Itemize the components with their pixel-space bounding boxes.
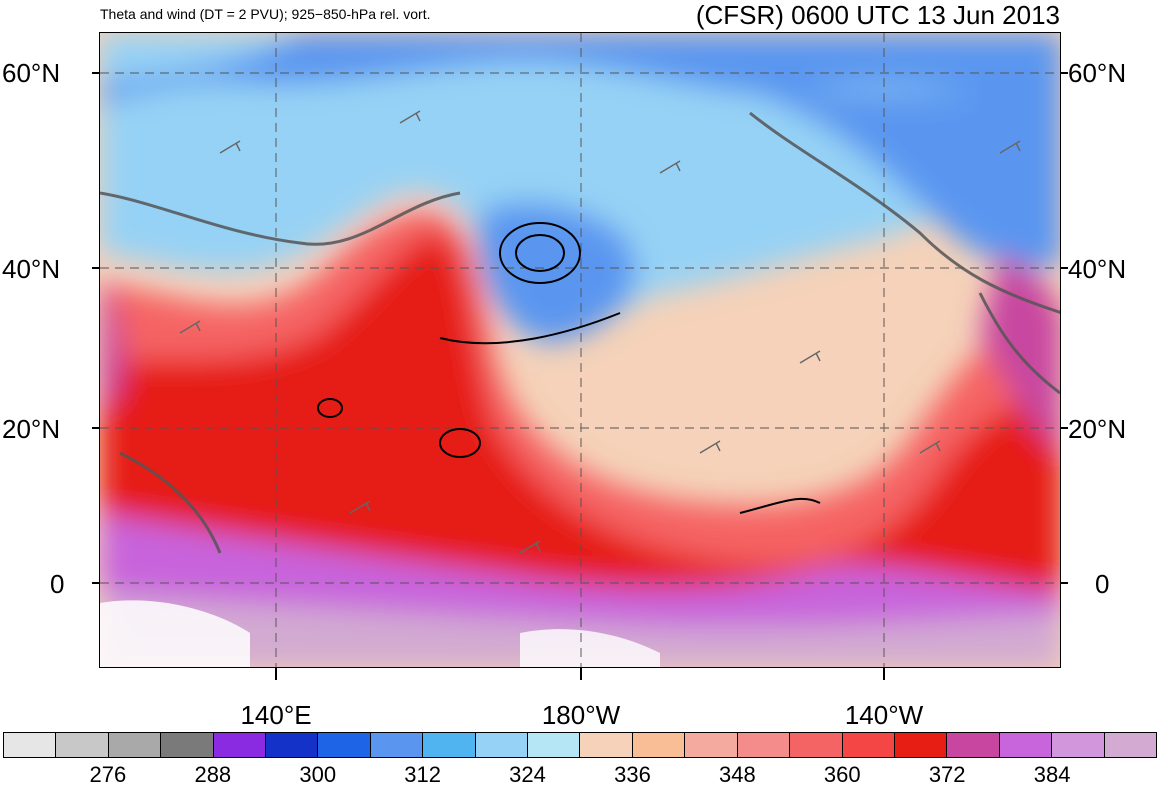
lon-tick (275, 668, 277, 680)
lat-tick (92, 582, 99, 584)
colorbar-box (947, 733, 1000, 757)
colorbar-box (266, 733, 319, 757)
colorbar-box (108, 733, 162, 757)
colorbar-box (318, 733, 371, 757)
colorbar-box (999, 733, 1053, 757)
lat-tick (1061, 267, 1068, 269)
map-description: Theta and wind (DT = 2 PVU); 925−850-hPa… (100, 6, 431, 22)
lon-label: 180°W (541, 700, 621, 730)
colorbar-box (632, 733, 686, 757)
lat-tick (1061, 427, 1068, 429)
lat-label-left: 20°N (2, 414, 61, 444)
colorbar-box (161, 733, 214, 757)
lat-tick (1061, 582, 1068, 584)
colorbar (3, 732, 1157, 758)
lat-tick (92, 72, 99, 74)
colorbar-label: 384 (1033, 762, 1071, 787)
colorbar-box (528, 733, 581, 757)
colorbar-box (790, 733, 843, 757)
colorbar-label: 300 (299, 762, 337, 787)
lat-label-left: 0 (50, 569, 65, 599)
colorbar-box (737, 733, 791, 757)
lat-tick (1061, 72, 1068, 74)
lon-label: 140°E (240, 700, 312, 730)
colorbar-label: 288 (194, 762, 232, 787)
colorbar-box (1104, 733, 1156, 757)
colorbar-label: 324 (509, 762, 546, 787)
colorbar-box (580, 733, 633, 757)
lat-label-right: 60°N (1068, 58, 1127, 88)
lat-label-right: 0 (1095, 569, 1110, 599)
lat-label-right: 20°N (1068, 414, 1127, 444)
colorbar-label: 348 (719, 762, 756, 787)
colorbar-label: 336 (614, 762, 651, 787)
lat-tick (92, 427, 99, 429)
colorbar-box (894, 733, 948, 757)
colorbar-box (56, 733, 109, 757)
colorbar-box (213, 733, 267, 757)
lat-label-right: 40°N (1068, 254, 1127, 284)
lon-tick (883, 668, 885, 680)
colorbar-box (475, 733, 529, 757)
lat-label-left: 40°N (2, 254, 61, 284)
lon-label: 140°W (844, 700, 924, 730)
colorbar-label: 360 (823, 762, 861, 787)
lat-tick (92, 267, 99, 269)
theta-field (100, 33, 1060, 667)
colorbar-box (1052, 733, 1105, 757)
colorbar-box (4, 733, 57, 757)
colorbar-box (842, 733, 895, 757)
colorbar-label: 312 (404, 762, 441, 787)
colorbar-box (685, 733, 738, 757)
colorbar-box (370, 733, 424, 757)
map-title: (CFSR) 0600 UTC 13 Jun 2013 (695, 0, 1060, 30)
colorbar-label: 276 (89, 762, 127, 787)
map-plot-area (99, 32, 1061, 668)
lon-tick (580, 668, 582, 680)
colorbar-label: 372 (928, 762, 966, 787)
lat-label-left: 60°N (2, 58, 61, 88)
colorbar-box (423, 733, 476, 757)
